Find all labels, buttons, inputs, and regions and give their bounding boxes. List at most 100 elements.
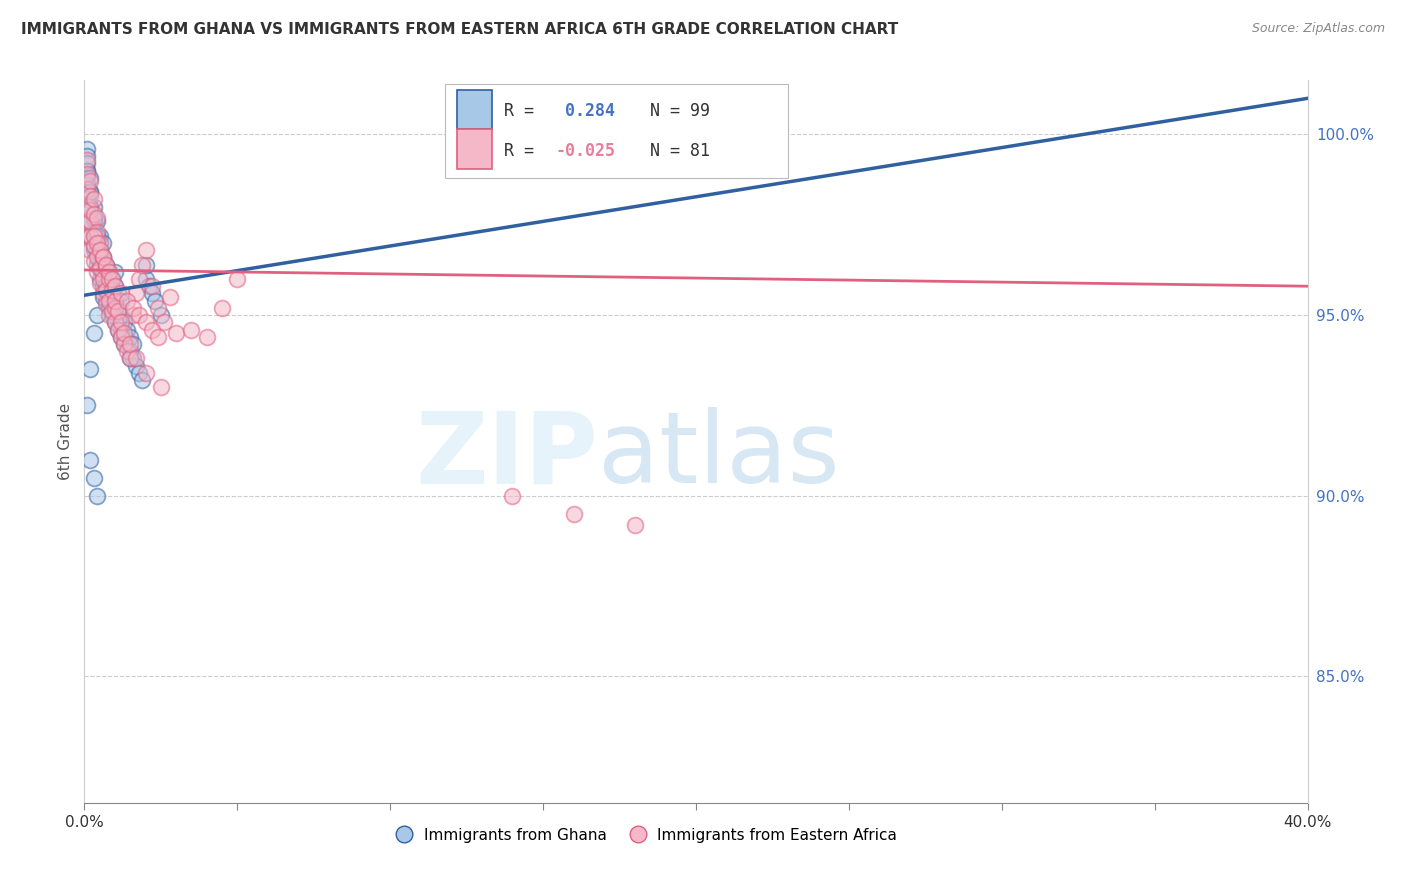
Point (79, 214, 101, 228)
Point (79, 200, 101, 214)
Point (180, 322, 202, 336)
Point (86, 243, 108, 257)
Point (128, 308, 150, 322)
Point (115, 293, 138, 308)
Point (125, 286, 148, 301)
Point (112, 337, 135, 351)
Point (89, 272, 111, 286)
Point (101, 272, 124, 286)
Point (112, 326, 135, 340)
Point (86, 214, 108, 228)
Text: 0.284: 0.284 (555, 103, 616, 120)
Point (83, 193, 105, 207)
Point (107, 322, 129, 336)
Point (112, 315, 135, 329)
Point (104, 265, 127, 279)
Point (112, 330, 135, 344)
Point (101, 301, 124, 315)
Point (76, 200, 98, 214)
Point (91, 279, 114, 293)
Point (79, 214, 101, 228)
Point (97, 279, 120, 293)
Text: N = 81: N = 81 (620, 142, 710, 160)
Point (83, 253, 105, 268)
Point (112, 337, 135, 351)
Point (76, 207, 98, 221)
Text: N = 99: N = 99 (620, 103, 710, 120)
Point (89, 261, 111, 276)
Point (104, 279, 127, 293)
Point (104, 293, 127, 308)
FancyBboxPatch shape (457, 129, 492, 169)
Point (91, 250, 114, 264)
Y-axis label: 6th Grade: 6th Grade (58, 403, 73, 480)
Text: R =: R = (503, 142, 544, 160)
Point (91, 265, 114, 279)
Point (76, 149, 98, 163)
FancyBboxPatch shape (457, 90, 492, 129)
Point (83, 211, 105, 225)
Text: IMMIGRANTS FROM GHANA VS IMMIGRANTS FROM EASTERN AFRICA 6TH GRADE CORRELATION CH: IMMIGRANTS FROM GHANA VS IMMIGRANTS FROM… (21, 22, 898, 37)
Point (76, 156, 98, 170)
Point (128, 366, 150, 380)
Point (83, 207, 105, 221)
Point (110, 308, 132, 322)
Point (110, 330, 132, 344)
Point (91, 235, 114, 250)
Point (135, 258, 157, 272)
Point (89, 243, 111, 257)
Text: ZIP: ZIP (415, 408, 598, 505)
Point (76, 142, 98, 156)
Point (141, 286, 163, 301)
Point (89, 228, 111, 243)
Point (125, 351, 148, 366)
Point (76, 398, 98, 412)
Point (94, 272, 117, 286)
Point (135, 243, 157, 257)
Point (83, 239, 105, 253)
Point (97, 293, 120, 308)
Point (89, 235, 111, 250)
Point (159, 290, 181, 304)
Point (86, 258, 108, 272)
FancyBboxPatch shape (446, 84, 787, 178)
Point (83, 243, 105, 257)
Point (107, 304, 129, 318)
Point (101, 283, 124, 297)
Point (79, 186, 101, 200)
Point (115, 337, 138, 351)
Point (94, 258, 117, 272)
Point (101, 304, 124, 318)
Point (107, 315, 129, 329)
Point (120, 330, 142, 344)
Text: atlas: atlas (598, 408, 839, 505)
Point (97, 265, 120, 279)
Point (94, 286, 117, 301)
Point (76, 163, 98, 178)
Point (76, 181, 98, 195)
Point (141, 279, 163, 293)
Point (110, 330, 132, 344)
Point (79, 214, 101, 228)
Point (89, 261, 111, 276)
Point (83, 470, 105, 484)
Point (120, 337, 142, 351)
Point (104, 301, 127, 315)
Point (79, 200, 101, 214)
Point (86, 235, 108, 250)
Point (149, 380, 172, 394)
Point (79, 186, 101, 200)
Point (107, 301, 129, 315)
Point (97, 301, 120, 315)
Point (125, 359, 148, 373)
Text: R =: R = (503, 103, 544, 120)
Point (94, 261, 117, 276)
Point (86, 225, 108, 239)
Point (79, 170, 101, 185)
Legend: Immigrants from Ghana, Immigrants from Eastern Africa: Immigrants from Ghana, Immigrants from E… (391, 822, 904, 849)
Point (76, 228, 98, 243)
Point (101, 286, 124, 301)
Point (91, 272, 114, 286)
Point (89, 243, 111, 257)
Point (86, 243, 108, 257)
